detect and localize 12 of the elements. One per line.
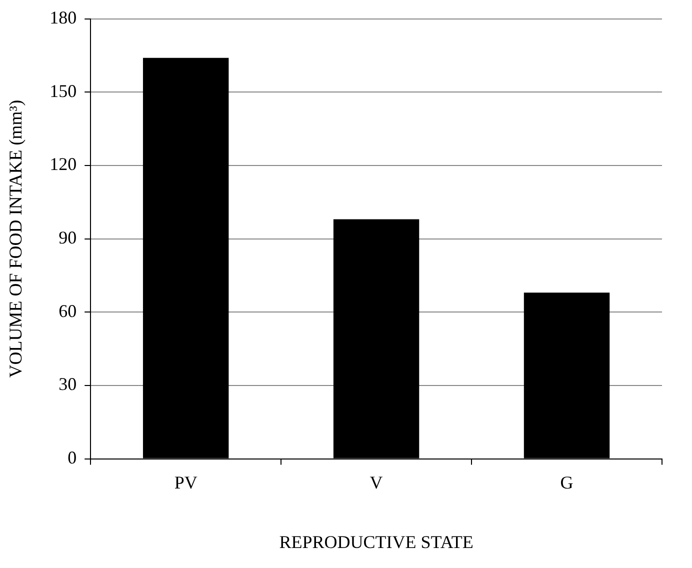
y-tick-label: 0 [68,448,77,468]
x-tick-label: G [560,472,574,492]
y-tick-label: 180 [50,8,77,28]
y-tick-label: 90 [58,228,77,248]
x-tick-label: V [370,472,383,492]
y-axis-title: VOLUME OF FOOD INTAKE (mm³) [6,100,26,378]
y-tick-label: 30 [58,374,77,394]
y-tick-label: 150 [50,80,77,101]
y-tick-label: 60 [58,300,77,321]
x-axis-title: REPRODUCTIVE STATE [279,532,474,552]
x-tick-label: PV [174,472,198,492]
y-tick-label: 120 [50,154,77,174]
